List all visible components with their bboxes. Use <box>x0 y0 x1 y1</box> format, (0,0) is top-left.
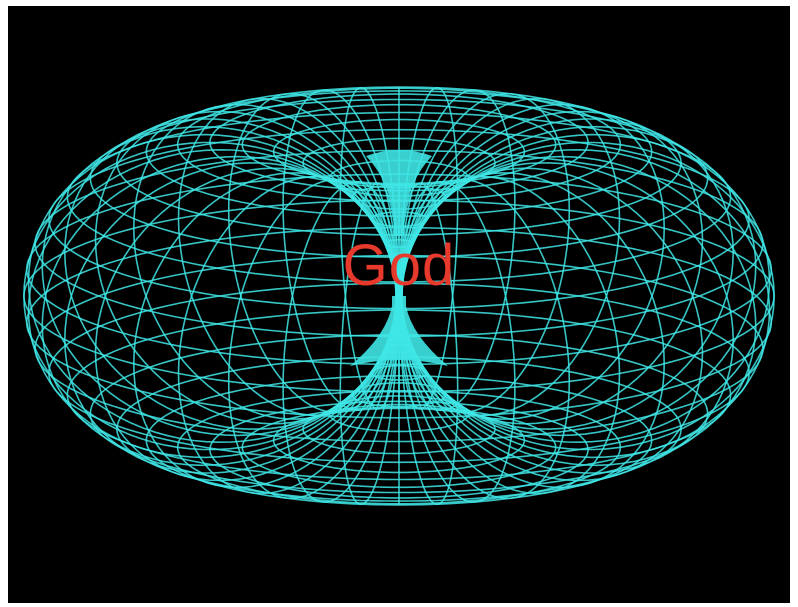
torus-parallel-line <box>66 111 732 283</box>
torus-parallel-line <box>351 184 447 210</box>
torus-parallel-line <box>116 356 682 502</box>
torus-parallel-line <box>370 211 428 228</box>
torus-parallel-line <box>302 403 496 455</box>
torus-parallel-line <box>392 266 406 272</box>
torus-parallel-line <box>370 364 428 381</box>
torus-parallel-line <box>383 239 415 248</box>
torus-throat-glow <box>350 150 448 366</box>
torus-parallel-line <box>241 103 557 186</box>
torus-image-frame: God <box>8 6 790 603</box>
torus-parallel-line <box>66 309 732 481</box>
torus-parallel-line <box>272 407 526 474</box>
torus-parallel-line <box>241 406 557 489</box>
torus-parallel-line <box>209 400 589 499</box>
torus-wireframe <box>23 86 775 506</box>
torus-parallel-line <box>209 93 589 192</box>
torus-parallel-line <box>25 226 773 419</box>
torus-parallel-line <box>145 86 653 218</box>
torus-parallel-line <box>302 137 496 189</box>
torus-parallel-line <box>89 334 709 494</box>
torus-parallel-line <box>89 98 709 258</box>
torus-parallel-line <box>145 374 653 506</box>
torus-parallel-line <box>47 128 750 310</box>
torus-parallel-line <box>25 173 773 366</box>
torus-parallel-line <box>34 254 764 443</box>
torus-parallel-line <box>272 118 526 185</box>
torus-parallel-line <box>176 389 622 505</box>
torus-parallel-line <box>176 87 622 202</box>
torus-parallel-line <box>328 159 470 197</box>
torus-parallel-line <box>23 199 775 393</box>
